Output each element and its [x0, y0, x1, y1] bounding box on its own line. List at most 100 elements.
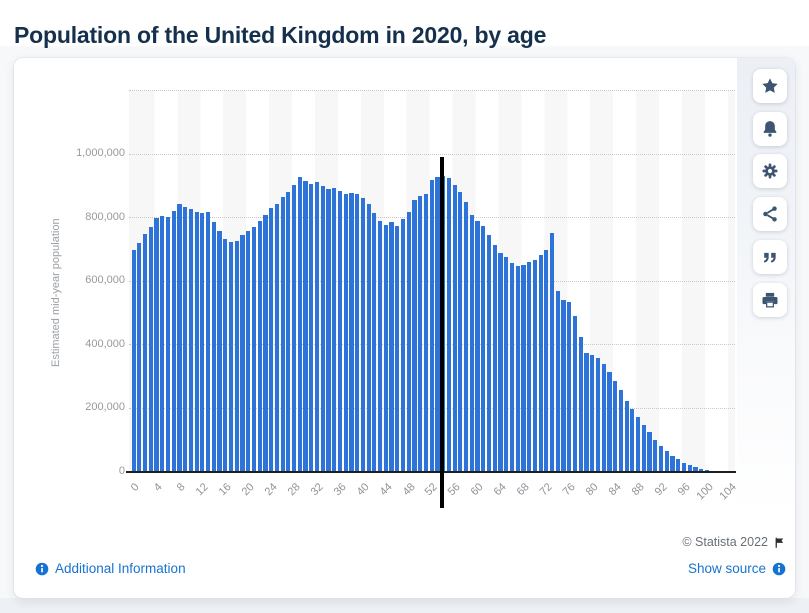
bar-age-80[interactable]: [590, 354, 595, 472]
bar-age-30[interactable]: [303, 180, 308, 472]
bar-age-96[interactable]: [681, 462, 687, 472]
bar-age-89[interactable]: [641, 425, 646, 472]
bar-age-43[interactable]: [378, 220, 383, 472]
bar-age-1[interactable]: [137, 242, 142, 472]
bar-age-23[interactable]: [263, 215, 268, 472]
bar-age-76[interactable]: [567, 302, 572, 472]
bar-age-57[interactable]: [458, 191, 463, 472]
bar-age-21[interactable]: [251, 226, 257, 472]
bar-age-47[interactable]: [400, 218, 406, 472]
bar-age-98[interactable]: [693, 467, 698, 472]
bar-age-33[interactable]: [320, 186, 325, 472]
bar-age-38[interactable]: [349, 193, 354, 472]
bar-age-39[interactable]: [355, 194, 360, 472]
bar-age-20[interactable]: [246, 231, 251, 472]
bar-age-91[interactable]: [653, 439, 658, 472]
bar-age-2[interactable]: [142, 233, 148, 472]
bar-age-12[interactable]: [200, 213, 205, 472]
bar-age-81[interactable]: [595, 357, 601, 472]
bar-age-41[interactable]: [366, 203, 371, 472]
bar-age-75[interactable]: [561, 299, 566, 472]
bar-age-45[interactable]: [389, 221, 394, 472]
bar-age-59[interactable]: [469, 214, 474, 472]
bar-age-60[interactable]: [475, 221, 480, 472]
bar-age-56[interactable]: [452, 184, 457, 472]
bar-age-25[interactable]: [274, 203, 280, 472]
bar-age-79[interactable]: [584, 352, 589, 472]
bar-age-16[interactable]: [223, 238, 228, 472]
bar-age-63[interactable]: [492, 245, 497, 472]
bar-age-82[interactable]: [601, 364, 606, 472]
chart-marker-line[interactable]: [439, 157, 444, 508]
bar-age-3[interactable]: [148, 226, 153, 472]
share-button[interactable]: [753, 197, 787, 232]
bar-age-99[interactable]: [699, 468, 704, 472]
bar-age-94[interactable]: [670, 455, 675, 472]
bar-age-88[interactable]: [636, 417, 641, 472]
bar-age-6[interactable]: [165, 217, 171, 472]
bar-age-46[interactable]: [395, 225, 400, 472]
bar-age-18[interactable]: [234, 241, 239, 472]
bar-age-10[interactable]: [188, 209, 194, 472]
bar-age-48[interactable]: [406, 211, 411, 472]
bar-age-73[interactable]: [550, 233, 555, 472]
bar-age-19[interactable]: [240, 235, 245, 472]
bar-age-87[interactable]: [630, 409, 635, 472]
bar-age-62[interactable]: [486, 235, 492, 472]
bar-age-49[interactable]: [412, 199, 417, 472]
bar-age-83[interactable]: [607, 372, 612, 472]
bar-age-92[interactable]: [658, 445, 664, 472]
bar-age-68[interactable]: [521, 264, 526, 472]
bar-age-52[interactable]: [429, 179, 434, 472]
bar-age-78[interactable]: [578, 337, 583, 472]
bar-age-28[interactable]: [292, 184, 297, 472]
bar-age-36[interactable]: [337, 191, 343, 472]
bar-age-58[interactable]: [464, 202, 469, 472]
bar-age-61[interactable]: [481, 225, 486, 472]
bar-age-8[interactable]: [177, 204, 182, 472]
bar-age-13[interactable]: [206, 212, 211, 472]
bar-age-65[interactable]: [504, 256, 509, 472]
bar-age-67[interactable]: [515, 265, 520, 472]
bar-age-4[interactable]: [154, 218, 159, 472]
bar-age-42[interactable]: [372, 213, 377, 472]
cite-button[interactable]: [753, 239, 787, 274]
bar-age-90[interactable]: [647, 432, 652, 472]
bar-age-64[interactable]: [498, 252, 503, 472]
alerts-button[interactable]: [753, 111, 787, 146]
bar-age-37[interactable]: [343, 194, 348, 472]
bar-age-53[interactable]: [435, 177, 440, 472]
favorite-button[interactable]: [753, 69, 787, 103]
bar-age-50[interactable]: [418, 195, 423, 472]
bar-age-72[interactable]: [544, 249, 549, 472]
bar-age-74[interactable]: [555, 291, 560, 472]
bar-age-22[interactable]: [257, 221, 262, 472]
bar-age-14[interactable]: [211, 221, 216, 472]
print-button[interactable]: [753, 282, 787, 317]
bar-age-7[interactable]: [171, 211, 176, 472]
bar-age-26[interactable]: [280, 197, 285, 472]
bar-age-29[interactable]: [297, 177, 302, 472]
bar-age-66[interactable]: [509, 263, 515, 472]
bar-age-95[interactable]: [676, 459, 681, 472]
bar-age-0[interactable]: [131, 249, 136, 472]
bar-age-85[interactable]: [618, 390, 624, 472]
bar-age-71[interactable]: [538, 255, 543, 472]
bar-age-44[interactable]: [383, 225, 388, 472]
bar-age-31[interactable]: [309, 183, 314, 472]
bar-age-69[interactable]: [527, 262, 532, 472]
bar-age-86[interactable]: [624, 401, 629, 472]
bar-age-40[interactable]: [360, 198, 366, 472]
bar-age-77[interactable]: [572, 316, 578, 472]
bar-age-27[interactable]: [286, 191, 291, 472]
bar-age-24[interactable]: [269, 207, 274, 472]
bar-age-55[interactable]: [446, 178, 452, 472]
bar-age-15[interactable]: [217, 230, 222, 472]
bar-age-5[interactable]: [160, 216, 165, 472]
bar-age-34[interactable]: [326, 188, 331, 472]
bar-age-32[interactable]: [314, 182, 320, 472]
bar-age-35[interactable]: [332, 187, 337, 472]
bar-age-17[interactable]: [228, 242, 234, 472]
additional-information-link[interactable]: Additional Information: [35, 561, 186, 576]
bar-age-84[interactable]: [613, 380, 618, 472]
